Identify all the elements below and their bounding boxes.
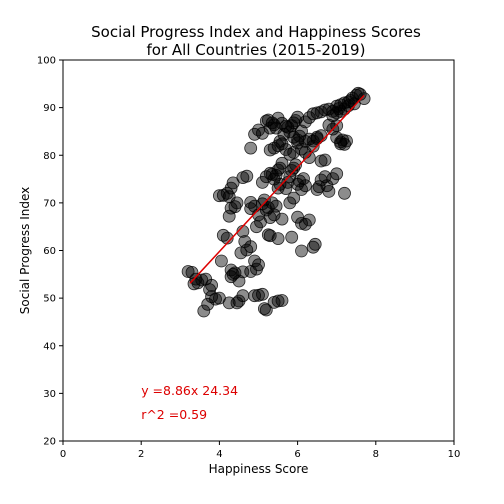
- scatter-point: [310, 106, 324, 120]
- y-tick-label: 70: [43, 198, 56, 209]
- scatter-point: [261, 113, 275, 127]
- regression-line: [189, 94, 365, 284]
- x-tick-label: 8: [373, 449, 379, 460]
- x-tick-label: 4: [216, 449, 222, 460]
- y-axis-ticks: 20 30 40 50 60 70 80 90 100: [37, 56, 63, 448]
- y-tick-label: 100: [37, 56, 56, 67]
- scatter-point: [212, 189, 226, 203]
- y-axis-label: Social Progress Index: [18, 187, 32, 314]
- y-tick-label: 80: [43, 151, 56, 162]
- scatter-point: [224, 270, 238, 284]
- scatter-point: [275, 294, 289, 307]
- scatter-point: [302, 151, 316, 165]
- scatter-point: [271, 232, 285, 246]
- scatter-point: [236, 289, 250, 303]
- scatter-point: [250, 262, 263, 276]
- scatter-point: [287, 191, 301, 205]
- scatter-point: [298, 179, 312, 193]
- scatter-point: [295, 183, 308, 196]
- scatter-point: [181, 265, 195, 278]
- scatter-point: [197, 304, 211, 318]
- x-tick-label: 10: [448, 449, 461, 460]
- scatter-point: [205, 278, 219, 292]
- scatter-point: [244, 240, 258, 254]
- scatter-point: [322, 184, 336, 198]
- scatter-point: [187, 277, 201, 291]
- x-axis-ticks: 0 2 4 6 8 10: [60, 441, 461, 460]
- y-tick-label: 60: [43, 246, 56, 257]
- scatter-point: [226, 176, 240, 190]
- scatter-point: [289, 158, 303, 172]
- scatter-point: [298, 134, 312, 148]
- scatter-point: [228, 200, 242, 214]
- scatter-point: [257, 193, 271, 207]
- scatter-point: [330, 167, 344, 181]
- chart-title-line-1: Social Progress Index and Happiness Scor…: [91, 23, 421, 41]
- scatter-point: [244, 141, 258, 155]
- regression-r2-label: r^2 =0.59: [141, 407, 207, 422]
- scatter-point: [248, 289, 262, 303]
- scatter-point: [273, 134, 287, 148]
- x-tick-label: 2: [138, 449, 144, 460]
- scatter-point: [224, 181, 238, 195]
- scatter-point: [271, 294, 285, 308]
- scatter-point: [357, 92, 371, 105]
- y-tick-label: 30: [43, 389, 56, 400]
- scatter-point: [214, 254, 228, 268]
- scatter-point: [240, 169, 254, 183]
- scatter-point: [257, 302, 271, 316]
- scatter-point: [263, 229, 277, 243]
- scatter-point: [295, 244, 308, 258]
- scatter-point: [271, 163, 285, 177]
- x-tick-label: 6: [294, 449, 300, 460]
- x-tick-label: 0: [60, 449, 66, 460]
- scatter-point: [302, 213, 316, 227]
- scatter-point: [234, 246, 248, 260]
- y-tick-label: 90: [43, 103, 56, 114]
- scatter-point: [314, 154, 328, 168]
- scatter-point: [259, 303, 273, 317]
- y-tick-label: 40: [43, 341, 56, 352]
- scatter-point: [338, 137, 351, 151]
- x-axis-label: Happiness Score: [209, 462, 309, 476]
- scatter-point: [275, 212, 289, 226]
- y-tick-label: 50: [43, 294, 56, 305]
- scatter-point: [205, 290, 219, 304]
- scatter-point: [306, 139, 320, 153]
- scatter-point: [287, 145, 301, 159]
- scatter-point: [201, 297, 215, 311]
- scatter-point: [338, 186, 351, 200]
- scatter-point: [308, 237, 322, 251]
- scatter-point: [220, 186, 234, 200]
- scatter-point: [195, 273, 209, 287]
- scatter-point: [295, 216, 308, 230]
- scatter-point: [326, 109, 340, 123]
- scatter-point: [222, 209, 236, 223]
- regression-equation-label: y =8.86x 24.34: [141, 383, 238, 398]
- scatter-point: [269, 199, 283, 213]
- scatter-point: [248, 127, 262, 141]
- y-tick-label: 20: [43, 437, 56, 448]
- scatter-point: [275, 156, 289, 170]
- scatter-point: [230, 196, 244, 210]
- scatter-point: [302, 132, 316, 146]
- points-layer: [181, 86, 371, 318]
- scatter-point: [248, 254, 262, 268]
- scatter-point: [306, 107, 320, 121]
- scatter-point: [269, 121, 283, 135]
- scatter-point: [285, 230, 299, 244]
- scatter-point: [255, 287, 269, 301]
- chart-title-line-2: for All Countries (2015-2019): [147, 41, 366, 59]
